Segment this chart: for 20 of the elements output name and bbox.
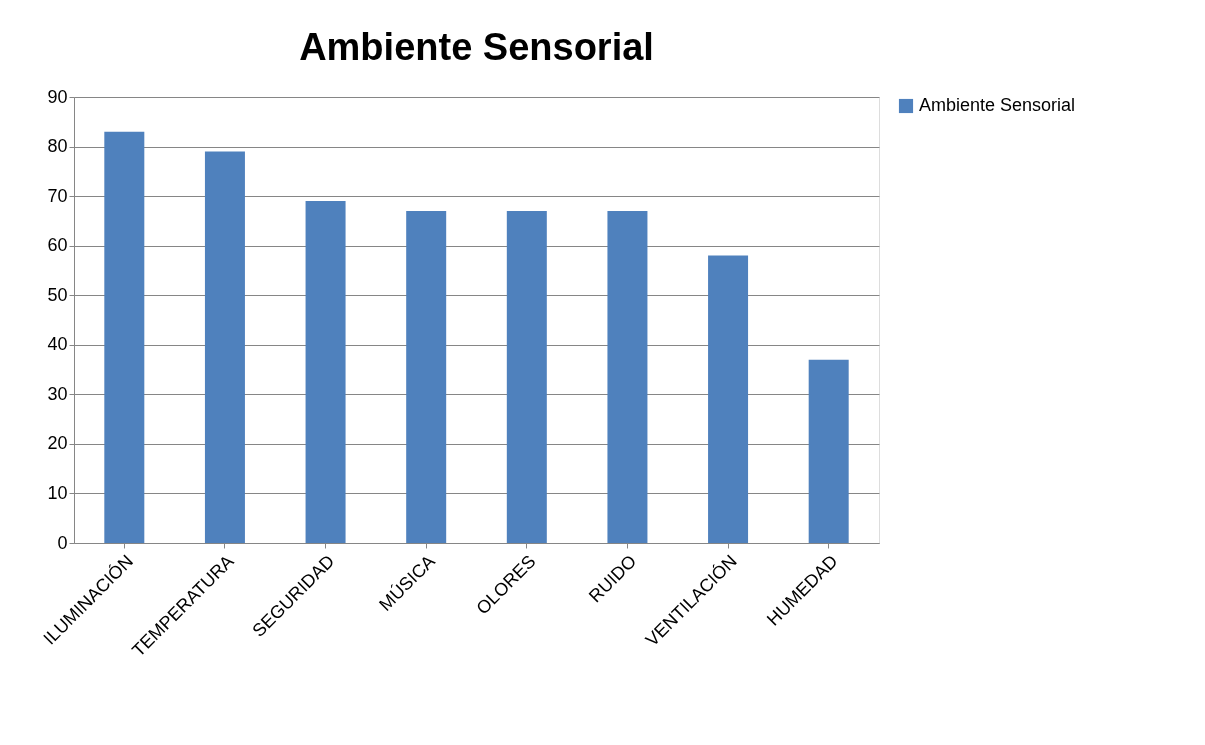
y-tick-label: 40 [47, 334, 68, 355]
y-tick-label: 30 [47, 383, 68, 404]
bar [406, 210, 447, 543]
bar [305, 201, 346, 543]
y-tick-label: 70 [47, 185, 68, 206]
bar [104, 131, 145, 543]
bar [506, 210, 547, 543]
y-tick-label: 60 [47, 235, 68, 256]
bar [708, 255, 749, 543]
legend-label: Ambiente Sensorial [919, 95, 1076, 115]
y-tick-label: 80 [47, 136, 68, 157]
y-tick-label: 90 [47, 86, 68, 107]
bar [204, 151, 245, 543]
y-tick-label: 50 [47, 284, 68, 305]
bar [607, 210, 648, 543]
bar [808, 359, 849, 543]
chart-title: Ambiente Sensorial [299, 26, 654, 68]
y-tick-label: 10 [47, 482, 68, 503]
y-tick-label: 0 [57, 532, 68, 553]
y-tick-label: 20 [47, 433, 68, 454]
